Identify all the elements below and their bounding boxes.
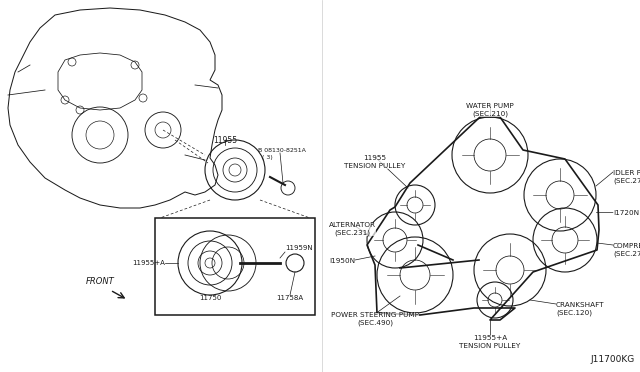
Text: J11700KG: J11700KG: [591, 355, 635, 364]
Text: ( 3): ( 3): [262, 155, 273, 160]
Text: 11750: 11750: [199, 295, 221, 301]
Text: ALTERNATOR
(SEC.231): ALTERNATOR (SEC.231): [328, 222, 376, 236]
Text: WATER PUMP
(SEC.210): WATER PUMP (SEC.210): [466, 103, 514, 117]
Text: 11758A: 11758A: [276, 295, 303, 301]
Text: 11959N: 11959N: [285, 245, 312, 251]
Text: 11955: 11955: [213, 136, 237, 145]
Text: FRONT: FRONT: [86, 278, 115, 286]
Text: I1720N: I1720N: [613, 210, 639, 216]
Text: IDLER PULLEY
(SEC.275): IDLER PULLEY (SEC.275): [613, 170, 640, 184]
Text: CRANKSHAFT
(SEC.120): CRANKSHAFT (SEC.120): [556, 302, 605, 316]
Text: 11955+A: 11955+A: [132, 260, 165, 266]
Text: 11955+A
TENSION PULLEY: 11955+A TENSION PULLEY: [460, 335, 520, 349]
Text: I1950N: I1950N: [329, 258, 355, 264]
Text: POWER STEERING PUMP
(SEC.490): POWER STEERING PUMP (SEC.490): [331, 312, 419, 326]
Text: COMPRESSOR
(SEC.274): COMPRESSOR (SEC.274): [613, 243, 640, 257]
Text: 11955
TENSION PULLEY: 11955 TENSION PULLEY: [344, 155, 406, 169]
Bar: [155, 218, 315, 315]
Text: B 08130-8251A: B 08130-8251A: [258, 148, 306, 153]
